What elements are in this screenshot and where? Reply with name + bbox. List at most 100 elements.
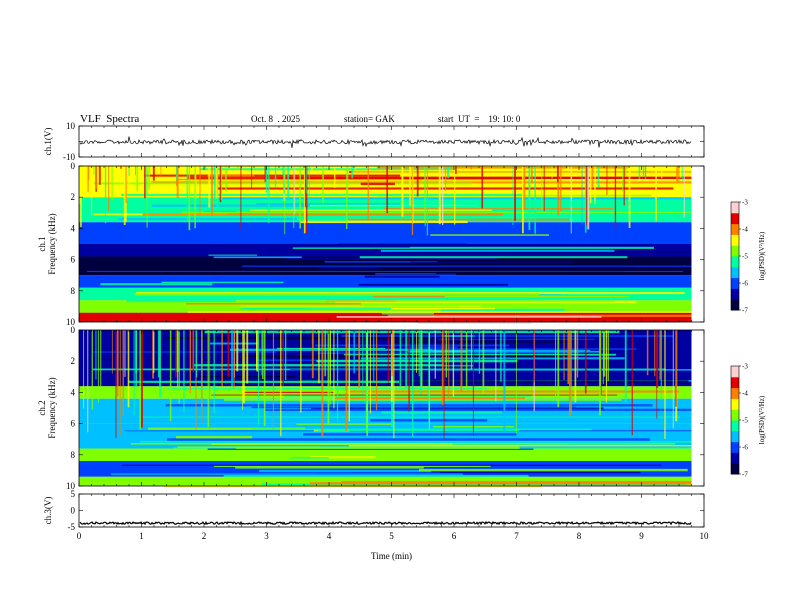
start-time-label: start UT = 19: 10: 0 [438, 114, 521, 124]
spectral-streak [108, 166, 110, 212]
spectral-line [224, 398, 622, 401]
spectral-line [388, 403, 692, 405]
y-tick-label: 0 [71, 325, 76, 335]
spectral-line [430, 234, 549, 236]
spectral-streak [237, 166, 239, 171]
colorbar-cell [731, 384, 739, 389]
spectral-line [110, 473, 463, 475]
spectral-streak [428, 330, 430, 430]
spectral-streak [362, 330, 364, 395]
spectral-line [126, 246, 410, 248]
spectral-streak [272, 330, 275, 430]
spectral-line [172, 306, 459, 308]
spectral-streak [555, 330, 556, 397]
spectral-streak [79, 166, 81, 204]
spectral-streak [178, 330, 180, 404]
spectral-streak [373, 330, 375, 383]
colorbar-cell [731, 242, 739, 246]
colorbar-cell [731, 417, 739, 421]
y-tick-label: 0 [71, 161, 76, 171]
colorbar-label: log(PSD)(V²/Hz) [758, 231, 766, 280]
spectral-line [442, 335, 475, 338]
spectral-streak [324, 330, 326, 377]
spectral-streak [334, 166, 336, 188]
spectral-streak [354, 166, 356, 170]
spectral-streak [231, 330, 233, 386]
colorbar-cell [731, 374, 739, 378]
spectral-streak [353, 330, 355, 374]
spectral-streak [581, 166, 583, 224]
colorbar-cell [731, 239, 739, 243]
spectral-streak [426, 166, 428, 236]
colorbar-tick-label: -3 [742, 363, 748, 371]
spectral-streak [444, 166, 447, 192]
colorbar-cell [731, 247, 739, 252]
spectral-streak [369, 330, 371, 414]
spectral-streak [243, 330, 245, 404]
spectral-streak [311, 330, 314, 379]
spectral-line [418, 468, 688, 472]
spectral-streak [322, 166, 324, 204]
spectral-streak [675, 330, 677, 407]
spectral-streak [399, 330, 402, 387]
spectral-line [252, 428, 592, 431]
spectral-line [87, 270, 683, 272]
spectral-line [341, 335, 674, 337]
spectral-streak [204, 166, 206, 169]
spectral-line [139, 416, 681, 418]
spectral-streak [375, 330, 378, 411]
spectral-line [324, 235, 564, 238]
plot-title: VLF Spectra [80, 113, 140, 125]
spectral-streak [478, 330, 480, 374]
spectral-streak [420, 330, 422, 395]
date-label: Oct. 8 . 2025 [251, 114, 300, 124]
spectral-streak [405, 330, 408, 389]
spectral-line [161, 281, 284, 284]
colorbar-cell [731, 207, 739, 211]
colorbar-cell [731, 218, 739, 222]
spectral-streak [87, 330, 89, 433]
spectral-streak [624, 330, 627, 403]
spectral-streak [303, 166, 306, 234]
spectral-streak [416, 166, 419, 197]
colorbar-tick-label: -6 [742, 280, 748, 288]
spectral-line [381, 312, 434, 315]
colorbar-cell [731, 390, 739, 394]
x-tick-label: 1 [139, 531, 144, 541]
colorbar-cell [731, 299, 739, 303]
spectral-streak [391, 330, 393, 377]
spectral-line [203, 210, 236, 213]
ch1-ylabel-freq: Frequency (kHz) [47, 213, 57, 274]
colorbar-cell [731, 215, 739, 219]
spectral-line [444, 295, 631, 298]
spectral-line [100, 283, 213, 286]
spectral-streak [567, 330, 569, 385]
colorbar-tick-label: -5 [742, 417, 748, 425]
colorbar-tick-label: -5 [742, 253, 748, 261]
spectral-streak [523, 166, 526, 211]
spectral-streak [304, 166, 307, 208]
spectral-streak [199, 166, 201, 216]
spectral-line [311, 407, 604, 410]
ch2-spectrogram [79, 330, 704, 488]
spectral-streak [683, 166, 685, 218]
spectral-streak [87, 166, 90, 181]
colorbar-cell [731, 387, 739, 391]
spectral-streak [236, 330, 239, 372]
spectral-line [361, 200, 648, 203]
spectral-streak [409, 166, 411, 206]
spectral-line [309, 482, 692, 485]
spectral-line [430, 369, 692, 371]
spectral-streak [587, 166, 590, 230]
spectral-streak [472, 330, 474, 436]
spectral-streak [531, 166, 533, 184]
colorbar-tick-label: -4 [742, 226, 748, 234]
colorbar-cell [731, 447, 739, 451]
colorbar-cell [731, 231, 739, 235]
spectral-streak [127, 330, 130, 408]
x-tick-label: 7 [514, 531, 519, 541]
spectral-streak [284, 166, 286, 235]
spectral-streak [345, 330, 348, 432]
spectral-streak [115, 330, 117, 439]
spectral-streak [358, 330, 361, 388]
